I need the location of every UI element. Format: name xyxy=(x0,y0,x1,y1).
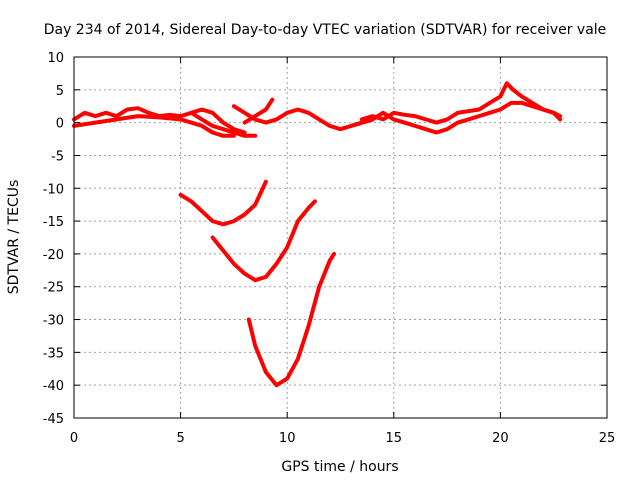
chart-title: Day 234 of 2014, Sidereal Day-to-day VTE… xyxy=(44,22,607,38)
x-tick-label: 15 xyxy=(386,431,403,446)
series-line-track-b xyxy=(72,114,236,138)
y-tick-label: -40 xyxy=(43,379,64,394)
axis-ticks: 0 5 10 15 20 25 -45 -40 -35 -30 -25 -20 -15 -10 -5 0 5 10 xyxy=(43,51,616,446)
series-line-track-i xyxy=(210,199,317,283)
y-tick-label: 5 xyxy=(56,84,64,99)
y-tick-label: -15 xyxy=(43,215,64,230)
series-line-track-e xyxy=(242,97,275,125)
y-tick-label: -20 xyxy=(43,248,64,263)
x-tick-label: 20 xyxy=(492,431,509,446)
plot-frame xyxy=(73,56,608,419)
x-tick-label: 0 xyxy=(70,431,78,446)
series-layer xyxy=(72,81,563,388)
series-line-track-g xyxy=(359,81,563,125)
series-line-track-j xyxy=(246,251,337,388)
x-tick-label: 25 xyxy=(599,431,616,446)
gridlines xyxy=(74,57,607,418)
x-axis-label: GPS time / hours xyxy=(281,459,398,475)
y-tick-label: 0 xyxy=(56,117,64,132)
y-tick-label: 10 xyxy=(47,51,64,66)
y-axis-label: SDTVAR / TECUs xyxy=(6,180,22,295)
y-tick-label: -35 xyxy=(43,346,64,361)
x-tick-label: 5 xyxy=(176,431,184,446)
series-line-track-f xyxy=(349,100,563,135)
series-line-track-c xyxy=(189,110,258,138)
y-tick-label: -5 xyxy=(51,149,64,164)
series-line-track-h xyxy=(178,179,268,227)
y-tick-label: -10 xyxy=(43,182,64,197)
x-tick-label: 10 xyxy=(279,431,296,446)
y-tick-label: -30 xyxy=(43,314,64,329)
series-line-track-d xyxy=(231,104,375,132)
y-tick-label: -25 xyxy=(43,281,64,296)
y-tick-label: -45 xyxy=(43,412,64,427)
